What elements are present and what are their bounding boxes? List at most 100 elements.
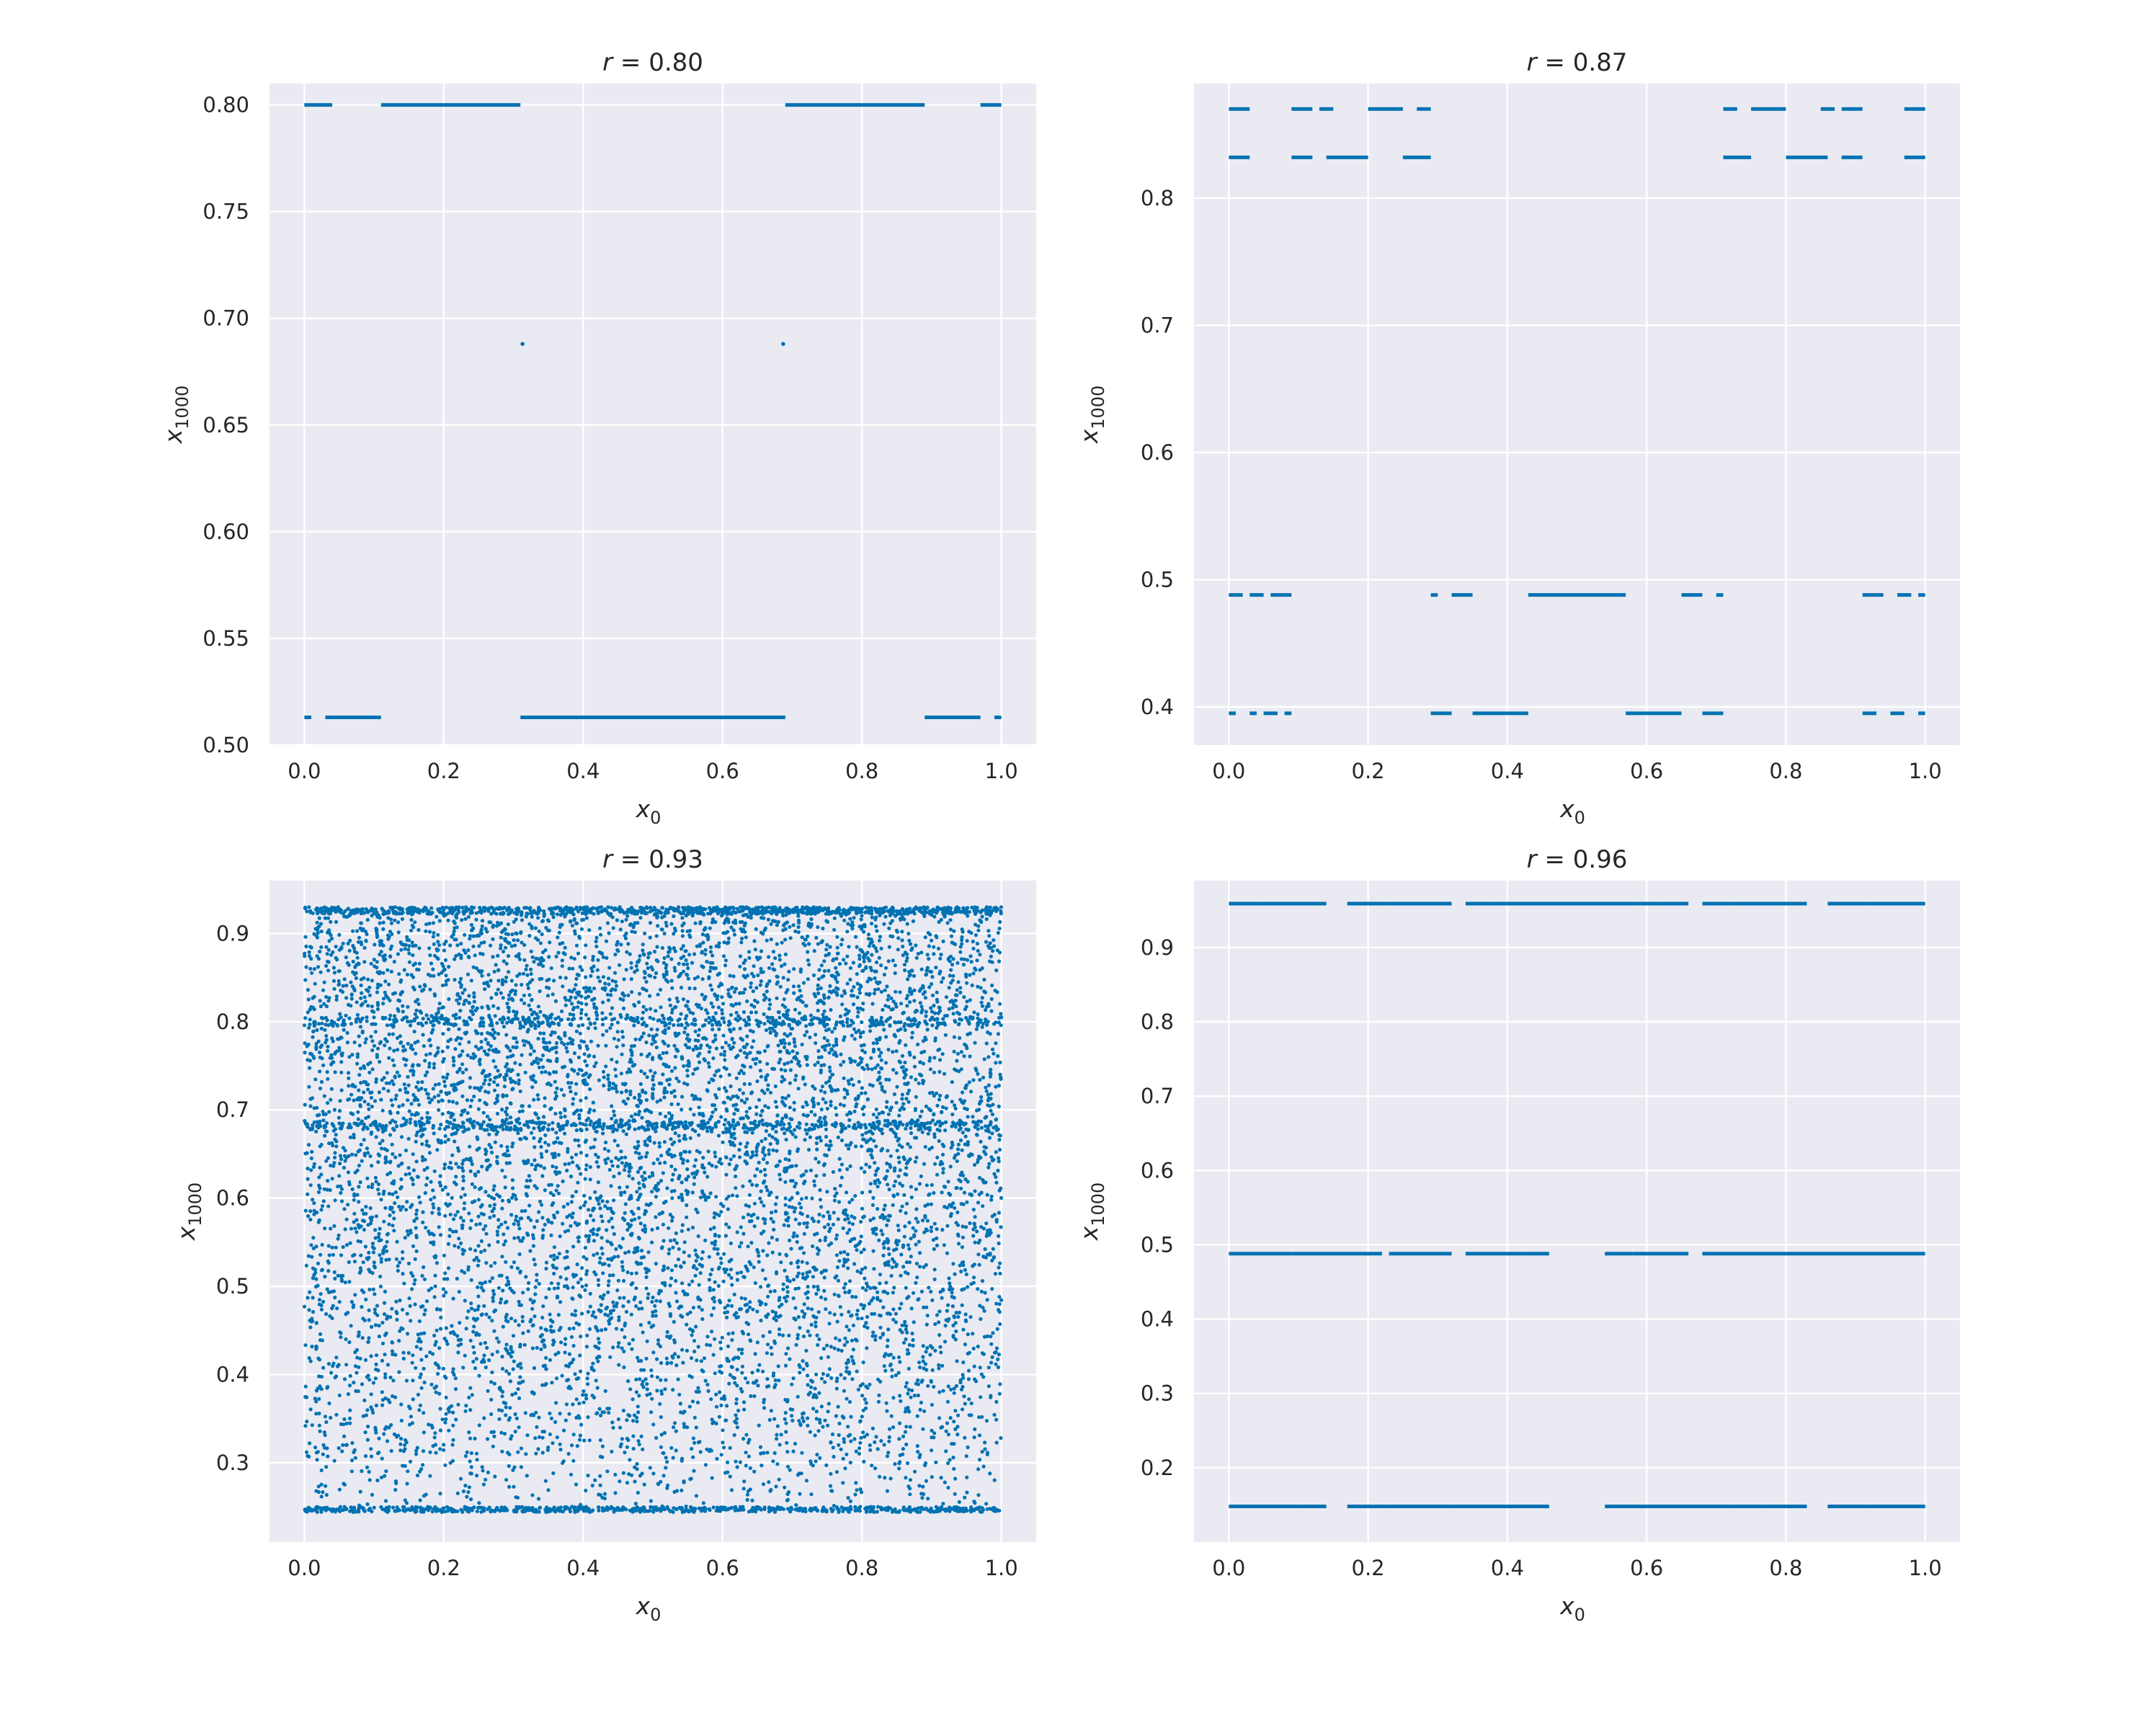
scatter-point [401,1250,405,1255]
scatter-point [845,1017,850,1021]
scatter-point [783,1296,787,1300]
scatter-point [419,1347,423,1351]
scatter-point [966,1368,971,1373]
scatter-point [633,1037,638,1041]
scatter-point [597,1260,602,1265]
scatter-point [663,1028,667,1032]
scatter-point [636,1113,641,1117]
scatter-point [839,1175,844,1180]
scatter-point [357,1330,361,1335]
scatter-point [909,1255,913,1259]
scatter-point [997,1234,1001,1238]
scatter-point [808,1430,812,1434]
scatter-point [422,1312,427,1317]
scatter-point [882,922,886,926]
scatter-point [500,1255,504,1259]
scatter-point [710,917,716,922]
scatter-point [730,1037,734,1041]
scatter-point [765,1015,770,1020]
scatter-point [856,1387,860,1391]
scatter-point [387,1081,392,1085]
scatter-point [509,1434,514,1438]
scatter-point [484,1090,488,1094]
scatter-point [865,950,870,955]
scatter-point [839,1052,843,1056]
scatter-point [527,1174,531,1178]
scatter-point [710,1417,714,1422]
scatter-point [513,989,518,993]
scatter-point [509,1317,514,1321]
scatter-point [801,1272,805,1276]
scatter-point [916,1378,920,1382]
scatter-point [638,1377,642,1381]
scatter-point [816,1342,820,1348]
scatter-point [427,1017,431,1021]
scatter-point [363,1454,368,1458]
scatter-point [975,958,979,963]
scatter-point [524,967,528,971]
scatter-point [438,1183,443,1188]
scatter-point [484,1260,489,1265]
scatter-point [363,999,368,1004]
scatter-point [563,1033,567,1038]
scatter-point [522,993,527,997]
scatter-point [507,1153,511,1157]
scatter-point [851,1323,855,1327]
scatter-point [487,1132,491,1136]
scatter-point [527,1041,531,1045]
scatter-point [512,1465,517,1469]
scatter-point [471,927,475,931]
scatter-point [396,1264,400,1268]
scatter-point [476,1304,481,1309]
scatter-point [442,1056,446,1061]
scatter-point [597,1078,602,1082]
scatter-point [672,926,677,931]
scatter-point [818,1456,822,1460]
scatter-point [366,1425,370,1429]
scatter-point [380,1146,384,1151]
scatter-point [429,1382,434,1386]
scatter-point [468,934,473,938]
x-tick-label: 0.6 [706,1556,739,1580]
scatter-point [428,1051,432,1056]
scatter-point [308,1217,313,1221]
scatter-point [437,1391,442,1396]
scatter-point [466,1309,471,1314]
scatter-point [337,1115,341,1120]
y-tick-label: 0.4 [216,1362,249,1386]
scatter-point [569,1224,573,1228]
scatter-point [557,1252,561,1256]
scatter-point [691,1048,695,1052]
scatter-point [574,1397,579,1402]
scatter-point [659,1005,663,1010]
scatter-point [606,905,610,909]
scatter-point [824,1297,828,1301]
scatter-point [956,1051,960,1056]
scatter-point [324,963,329,968]
scatter-point [748,1082,752,1086]
scatter-point [346,1392,350,1397]
scatter-point [370,1022,374,1026]
scatter-point [927,985,932,989]
scatter-point [566,1149,570,1154]
scatter-point [401,1272,405,1276]
scatter-point [922,1409,927,1413]
scatter-point [380,1390,384,1394]
scatter-point [569,1022,573,1026]
scatter-point [951,1456,956,1460]
scatter-point [869,1299,873,1303]
scatter-point [560,964,564,968]
scatter-point [371,1381,376,1385]
scatter-point [380,1108,385,1113]
scatter-point [588,1291,592,1296]
scatter-point [368,1221,373,1226]
scatter-point [894,1311,898,1316]
scatter-point [648,935,652,940]
scatter-point [807,963,811,967]
scatter-point [501,1288,505,1293]
scatter-point [771,1220,775,1224]
scatter-point [829,1103,833,1108]
scatter-point [366,1082,370,1087]
scatter-point [549,966,553,971]
scatter-point [474,917,478,922]
